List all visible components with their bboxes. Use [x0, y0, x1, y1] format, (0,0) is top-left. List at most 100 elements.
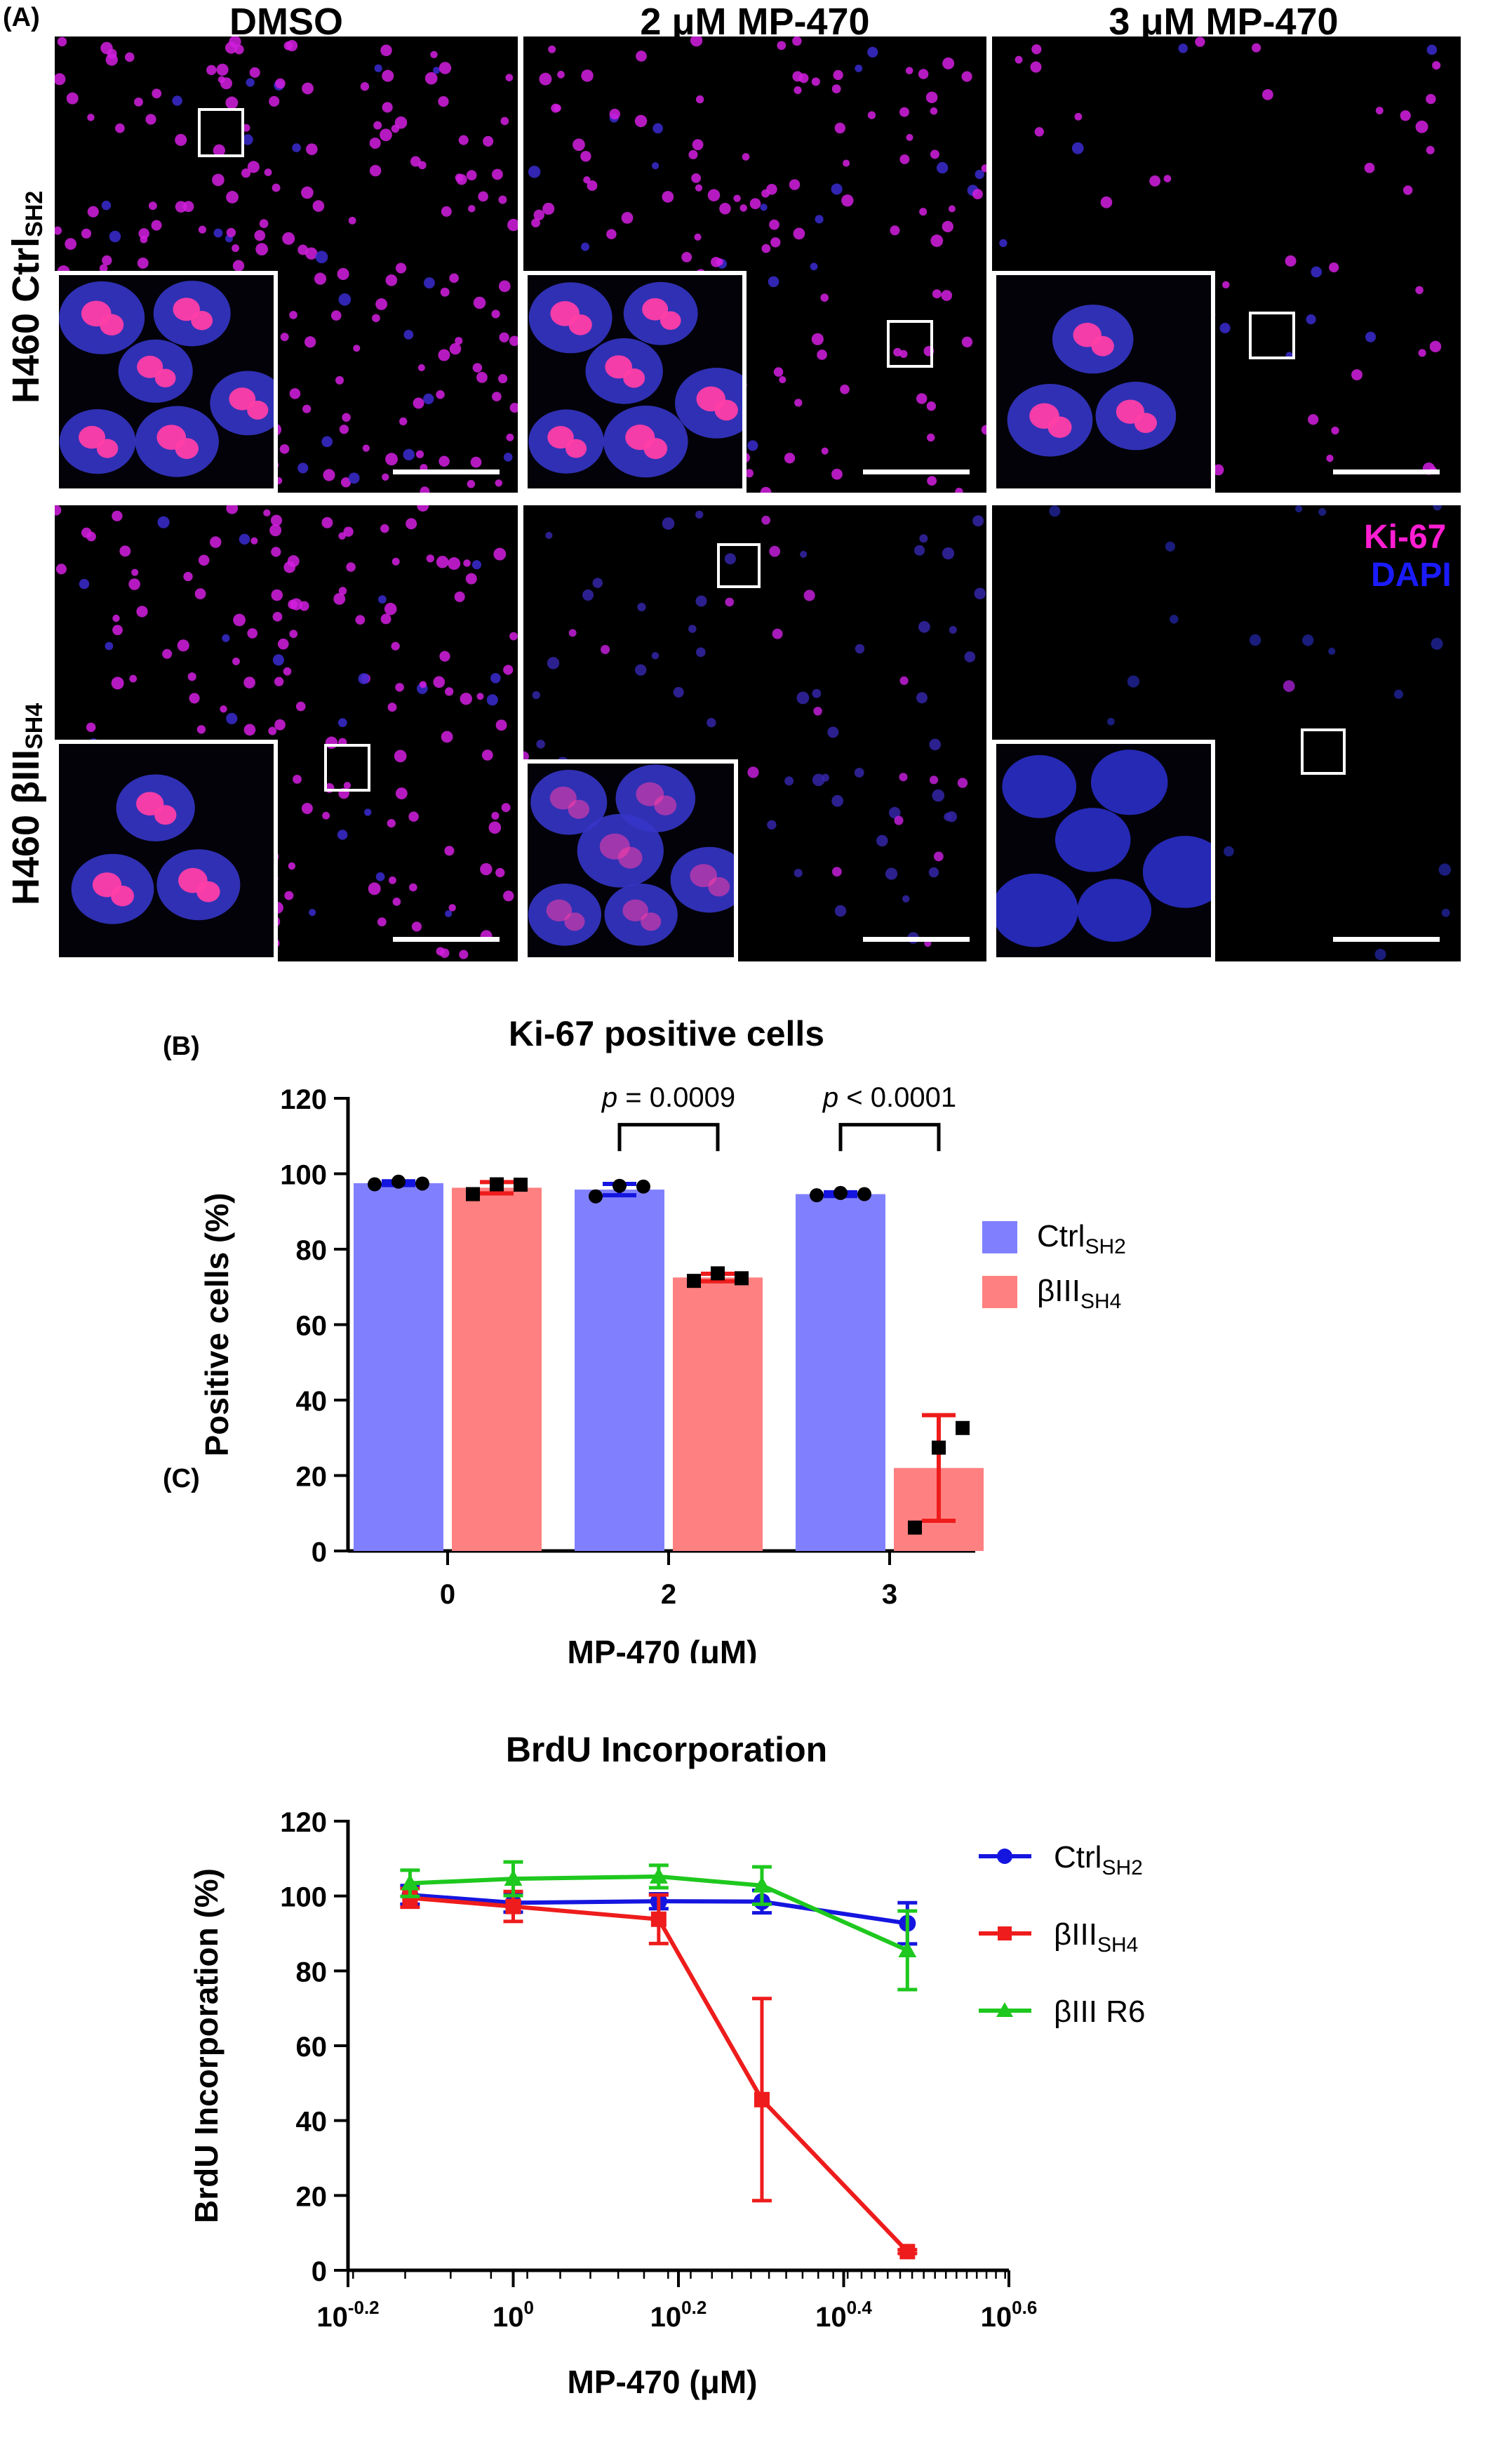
cell-nucleus [813, 707, 822, 716]
cell-nucleus [162, 648, 173, 659]
cell-nucleus [528, 166, 541, 178]
cell-nucleus [274, 719, 286, 731]
cell-nucleus [1308, 414, 1319, 425]
cell-nucleus [343, 782, 352, 790]
cell-nucleus [696, 647, 706, 658]
cell-nucleus [213, 144, 225, 157]
cell-nucleus [268, 726, 277, 735]
cell-nucleus [760, 204, 768, 211]
cell-nucleus [408, 811, 419, 822]
cell-nucleus [1107, 717, 1115, 726]
brdu-line-chart: BrdU Incorporation 0 20 40 60 80 100 120 BrdU In… [188, 1730, 1145, 2400]
cell-nucleus [247, 161, 260, 173]
cell-nucleus [250, 537, 258, 545]
cell-nucleus [916, 692, 928, 704]
cell-nucleus [533, 209, 545, 220]
inset-field [528, 764, 734, 946]
bar [575, 1190, 664, 1551]
inset-field [1007, 305, 1177, 457]
cell-nucleus [1049, 505, 1061, 517]
cell-nucleus [930, 107, 938, 115]
cell-nucleus [899, 676, 909, 686]
cell-nucleus [770, 237, 781, 248]
cell-nucleus [673, 686, 684, 698]
cell-nucleus [768, 276, 779, 288]
cell-nucleus [690, 36, 703, 47]
data-point [368, 1177, 382, 1192]
cell-nucleus [1149, 175, 1161, 187]
cell-nucleus [949, 626, 957, 634]
cell-nucleus [380, 524, 389, 533]
cell-nucleus [501, 803, 511, 813]
cell-nucleus [834, 905, 847, 917]
cell-nucleus [914, 545, 925, 556]
x-axis-label: MP-470 (μM) [568, 2364, 758, 2400]
cell-nucleus [295, 701, 306, 712]
y-axis-label: BrdU Incorporation (%) [188, 1868, 225, 2223]
cell-nucleus [855, 65, 863, 72]
cell-nucleus [241, 168, 251, 178]
tile-overlay-3 [992, 36, 1461, 493]
cell-nucleus [289, 388, 301, 399]
cell-nucleus [975, 169, 984, 180]
cell-nucleus [289, 311, 297, 319]
cell-nucleus [867, 46, 878, 58]
cell-nucleus [436, 556, 449, 568]
cell-nucleus [472, 363, 483, 373]
ki67-bar-chart: Ki-67 positive cells020406080100120Posit… [199, 1014, 1126, 1663]
cell-nucleus [423, 393, 434, 405]
cell-nucleus [210, 536, 222, 548]
nucleolus-ki67 [546, 899, 573, 921]
data-point [505, 1898, 521, 1914]
cell-nucleus [747, 440, 758, 451]
cell-nucleus [449, 342, 462, 355]
cell-nucleus [1441, 908, 1450, 917]
cell-nucleus [707, 189, 721, 201]
cell-nucleus [360, 82, 370, 91]
data-point [589, 1189, 603, 1204]
cell-nucleus [932, 289, 942, 299]
cell-nucleus [232, 260, 245, 272]
cell-nucleus [981, 164, 986, 173]
cell-nucleus [1306, 314, 1316, 325]
inset-biii-3um [992, 740, 1215, 961]
cell-nucleus [1433, 505, 1442, 511]
data-point [504, 1870, 523, 1886]
data-point [401, 1874, 420, 1891]
cell-nucleus [796, 691, 810, 705]
cell-nucleus [906, 133, 913, 141]
cell-nucleus [384, 602, 397, 615]
cell-nucleus [225, 96, 239, 109]
cell-nucleus [138, 228, 149, 239]
cell-nucleus [509, 632, 518, 641]
cell-nucleus [212, 173, 225, 187]
cell-nucleus [841, 194, 854, 207]
cell-nucleus [821, 447, 829, 455]
cell-nucleus [480, 863, 493, 876]
cell-nucleus [394, 116, 408, 129]
cell-nucleus [1100, 196, 1113, 208]
cell-nucleus [1195, 36, 1205, 47]
y-tick-label: 80 [296, 1957, 328, 1987]
tile-overlay-4 [55, 505, 518, 961]
cell-nucleus [833, 69, 843, 81]
cell-nucleus [827, 726, 839, 738]
cell-nucleus [389, 876, 396, 884]
cell-nucleus [275, 78, 286, 89]
scale-bar [863, 937, 970, 942]
cell-nucleus [271, 589, 283, 601]
cell-nucleus [222, 634, 230, 642]
cell-nucleus [779, 376, 786, 384]
nucleolus-ki67 [568, 314, 592, 335]
cell-nucleus [102, 255, 112, 266]
data-point [810, 1188, 824, 1203]
cell-nucleus [280, 333, 289, 342]
cell-nucleus [87, 114, 95, 121]
cell-nucleus [1426, 145, 1435, 154]
cell-nucleus [403, 330, 414, 340]
nucleolus-ki67 [547, 425, 574, 449]
cell-nucleus [810, 262, 818, 271]
cell-nucleus [531, 218, 540, 228]
cell-nucleus [1318, 507, 1327, 517]
data-point [752, 1876, 771, 1893]
